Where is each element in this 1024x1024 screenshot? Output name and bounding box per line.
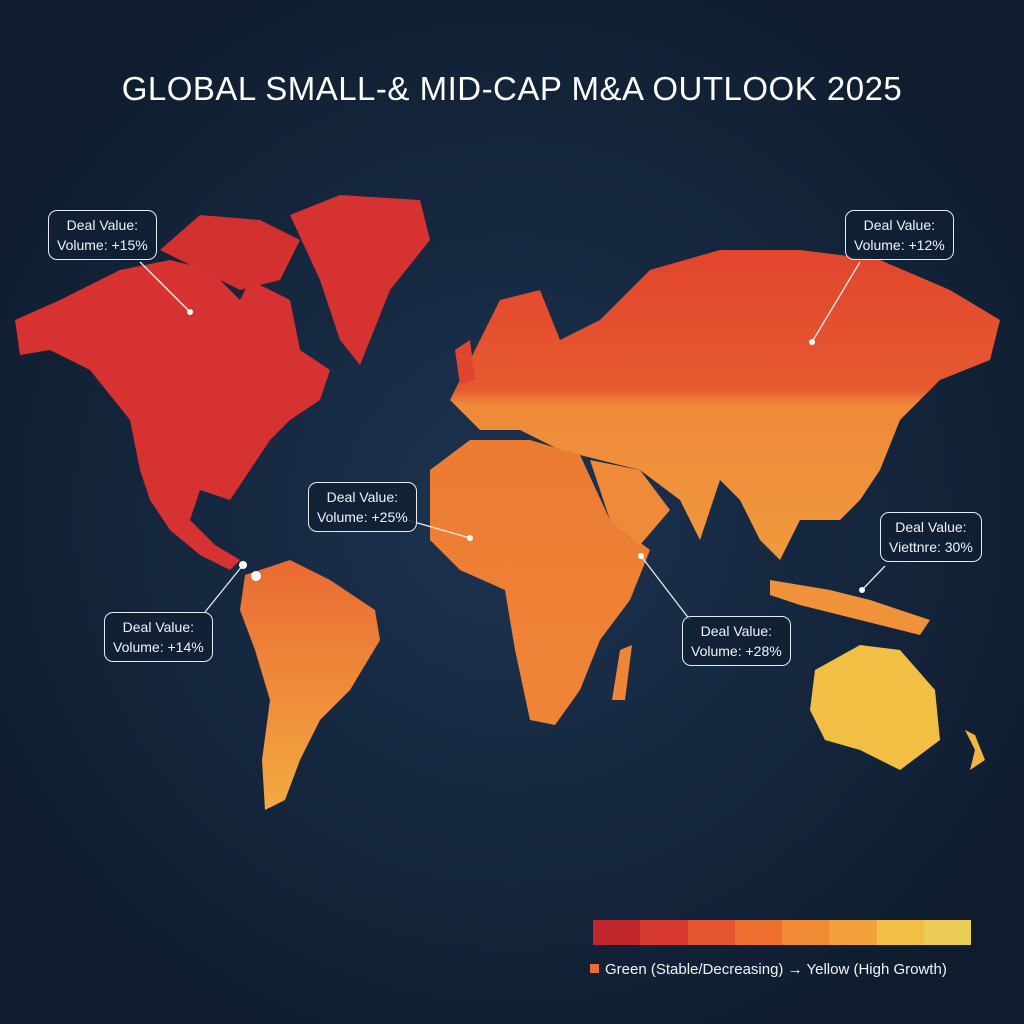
- callout-russia: Deal Value: Volume: +12%: [845, 210, 954, 260]
- africa: [430, 440, 650, 725]
- legend-scale-segment: [640, 920, 688, 945]
- south-america: [240, 560, 380, 810]
- callout-value: Volume: +25%: [317, 509, 408, 525]
- callout-value: Volume: +14%: [113, 639, 204, 655]
- legend-scale-segment: [782, 920, 830, 945]
- callout-label: Deal Value:: [66, 217, 138, 233]
- callout-value: Volume: +15%: [57, 237, 148, 253]
- legend-scale-segment: [829, 920, 877, 945]
- callout-north-america: Deal Value: Volume: +15%: [48, 210, 157, 260]
- arctic-islands: [160, 215, 300, 290]
- europe-asia: [450, 250, 1000, 560]
- legend-text: Green (Stable/Decreasing) → Yellow (High…: [605, 961, 947, 978]
- legend: Green (Stable/Decreasing) → Yellow (High…: [590, 961, 947, 978]
- north-america: [15, 260, 330, 570]
- callout-east-africa: Deal Value: Volume: +28%: [682, 616, 791, 666]
- legend-scale-segment: [593, 920, 641, 945]
- uk: [455, 340, 475, 385]
- callout-value: Viettnre: 30%: [889, 539, 973, 555]
- callout-label: Deal Value:: [122, 619, 194, 635]
- callout-value: Volume: +12%: [854, 237, 945, 253]
- callout-label: Deal Value:: [326, 489, 398, 505]
- legend-scale-segment: [876, 920, 924, 945]
- callout-value: Volume: +28%: [691, 643, 782, 659]
- indonesia: [770, 580, 930, 635]
- madagascar: [612, 645, 632, 700]
- greenland: [290, 195, 430, 365]
- callout-label: Deal Value:: [895, 519, 967, 535]
- arabia: [590, 460, 670, 545]
- callout-label: Deal Value:: [863, 217, 935, 233]
- legend-scale-segment: [687, 920, 735, 945]
- legend-color-scale: [593, 920, 971, 945]
- page-title: GLOBAL SMALL-& MID-CAP M&A OUTLOOK 2025: [121, 70, 903, 107]
- callout-south-america: Deal Value: Volume: +14%: [104, 612, 213, 662]
- callout-label: Deal Value:: [700, 623, 772, 639]
- callout-west-africa: Deal Value: Volume: +25%: [308, 482, 417, 532]
- legend-scale-segment: [734, 920, 782, 945]
- legend-scale-segment: [923, 920, 971, 945]
- legend-swatch: [590, 964, 599, 973]
- callout-pointers: [139, 261, 886, 621]
- new-zealand: [965, 730, 985, 770]
- australia: [810, 645, 940, 770]
- callout-southeast-asia: Deal Value: Viettnre: 30%: [880, 512, 982, 562]
